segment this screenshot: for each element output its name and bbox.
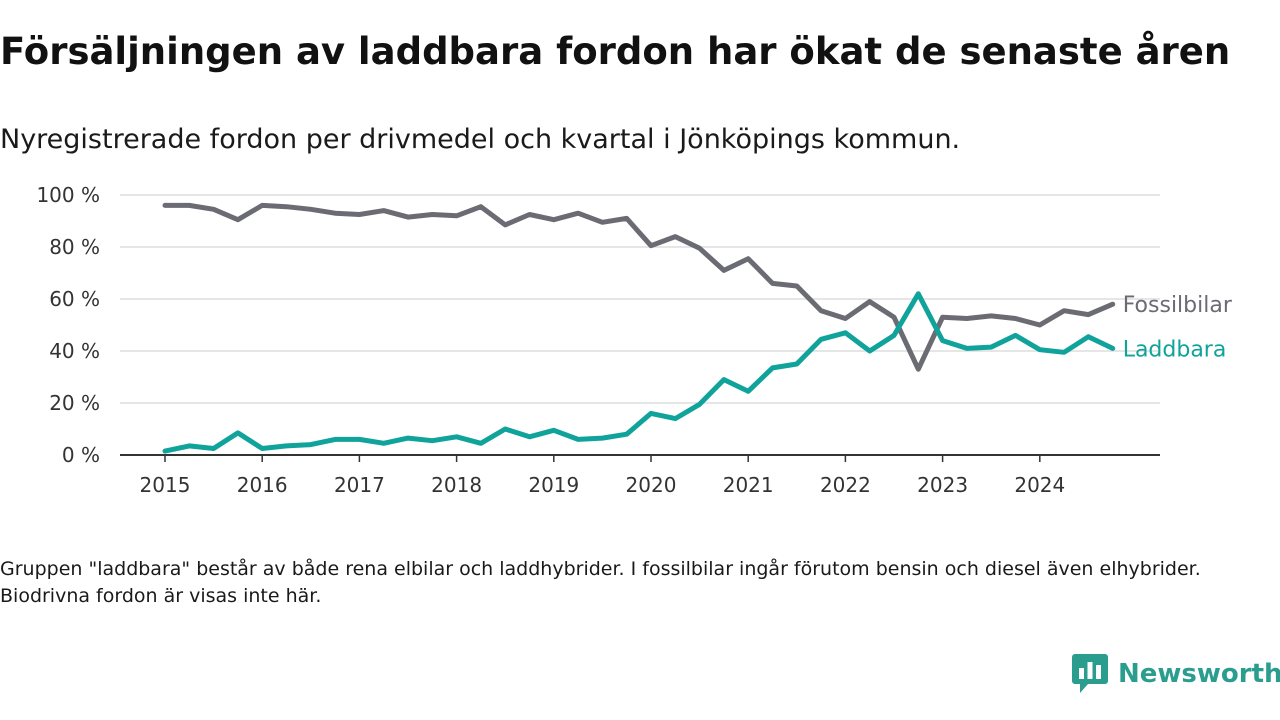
y-tick-label: 80 %	[49, 235, 100, 259]
gridlines	[120, 194, 1160, 456]
series-label-laddbara: Laddbara	[1123, 337, 1227, 362]
x-tick-label: 2024	[1014, 473, 1065, 497]
footnote: Gruppen "laddbara" består av både rena e…	[0, 558, 1201, 607]
y-tick-label: 0 %	[62, 443, 100, 467]
brand-name: Newsworthy	[1118, 659, 1280, 689]
x-tick-label: 2016	[237, 473, 288, 497]
y-axis-ticks: 0 % 20 % 40 % 60 % 80 % 100 %	[36, 183, 100, 467]
brand-logo[interactable]: Newsworthy	[1072, 652, 1280, 696]
x-tick-label: 2015	[140, 473, 191, 497]
x-tick-label: 2021	[723, 473, 774, 497]
x-tick-label: 2023	[917, 473, 968, 497]
series-label-fossilbilar: Fossilbilar	[1123, 293, 1233, 318]
series-lines	[162, 202, 1116, 454]
y-tick-label: 40 %	[49, 339, 100, 363]
x-axis-ticks: 2015 2016 2017 2018 2019 2020 2021 2022 2023 2024	[140, 455, 1065, 497]
y-tick-label: 20 %	[49, 391, 100, 415]
x-tick-label: 2020	[626, 473, 677, 497]
x-tick-label: 2019	[528, 473, 579, 497]
series-line-laddbara	[162, 291, 1116, 454]
series-labels: Fossilbilar Laddbara	[1123, 293, 1233, 362]
x-tick-label: 2018	[431, 473, 482, 497]
y-tick-label: 60 %	[49, 287, 100, 311]
x-tick-label: 2022	[820, 473, 871, 497]
x-tick-label: 2017	[334, 473, 385, 497]
chart-subtitle: Nyregistrerade fordon per drivmedel och …	[0, 124, 961, 155]
chart-title: Försäljningen av laddbara fordon har öka…	[0, 30, 1231, 73]
series-line-fossilbilar	[162, 202, 1116, 372]
y-tick-label: 100 %	[36, 183, 100, 207]
line-chart: 0 %20 %40 %60 %80 %100 % 2015 2016 2017 201…	[36, 183, 1233, 497]
newsworthy-logo-icon	[1072, 654, 1108, 693]
